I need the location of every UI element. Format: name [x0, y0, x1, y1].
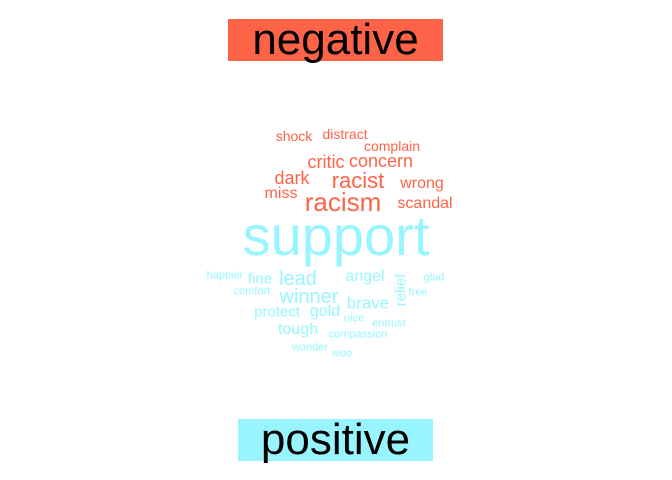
word-gold: gold — [309, 303, 341, 320]
positive-group-label: positive — [238, 418, 433, 462]
word-winner: winner — [279, 286, 339, 308]
word-dark: dark — [274, 168, 310, 188]
negative-group-label: negative — [228, 18, 443, 62]
word-shock: shock — [275, 128, 313, 144]
word-nice: nice — [343, 312, 365, 325]
word-critic: critic — [307, 152, 345, 172]
word-fine: fine — [247, 270, 273, 288]
word-miss: miss — [264, 185, 298, 202]
word-comfort: comfort — [233, 285, 271, 298]
word-compassion: compassion — [328, 328, 388, 341]
word-angel: angel — [345, 268, 385, 285]
word-relief: relief — [392, 273, 410, 307]
word-glad: glad — [423, 271, 445, 284]
word-scandal: scandal — [397, 195, 453, 212]
word-entrust: entrust — [372, 317, 406, 330]
word-complain: complain — [363, 138, 421, 154]
word-racism: racism — [304, 187, 382, 217]
word-free: free — [408, 286, 428, 299]
word-wonder: wonder — [291, 341, 329, 354]
word-racist: racist — [331, 168, 385, 193]
word-happier: happier — [206, 269, 244, 282]
word-support: support — [242, 204, 430, 267]
word-distract: distract — [322, 126, 368, 142]
word-tough: tough — [277, 321, 319, 338]
word-concern: concern — [348, 151, 414, 171]
word-wrong: wrong — [400, 175, 444, 192]
word-brave: brave — [346, 293, 390, 313]
word-protect: protect — [254, 303, 300, 321]
word-lead: lead — [279, 268, 317, 290]
word-woo: woo — [331, 347, 353, 360]
